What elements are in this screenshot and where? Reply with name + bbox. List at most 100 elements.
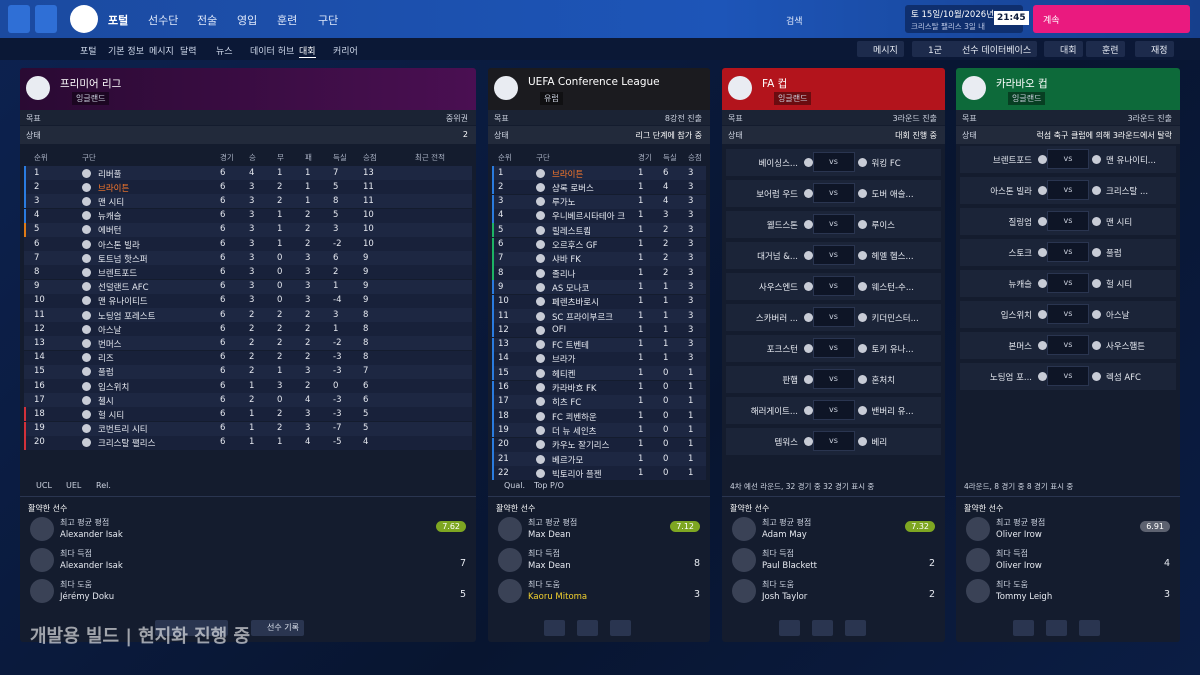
table-cell: 8: [363, 309, 369, 320]
vs-box[interactable]: vs: [812, 369, 855, 389]
panel-button[interactable]: [155, 620, 195, 636]
nav-item[interactable]: 영입: [237, 14, 258, 27]
player-name[interactable]: Josh Taylor: [762, 592, 808, 602]
team-crest: [1092, 341, 1101, 350]
subnav-button[interactable]: 훈련: [1086, 41, 1125, 57]
vs-box[interactable]: vs: [812, 214, 855, 234]
subnav-button[interactable]: 재정: [1135, 41, 1174, 57]
subnav-button[interactable]: 선수 데이터베이스: [946, 41, 1038, 57]
nav-item[interactable]: 전술: [197, 14, 218, 27]
vs-box[interactable]: vs: [1047, 180, 1089, 200]
vs-box[interactable]: vs: [1047, 366, 1089, 386]
player-name[interactable]: Alexander Isak: [60, 561, 123, 571]
goal-label: 목표: [26, 114, 41, 123]
goal-row: [20, 110, 476, 125]
continue[interactable]: 계속: [1043, 16, 1060, 26]
column-header: 순위: [34, 153, 48, 162]
team-crest: [82, 225, 91, 235]
away-team: 아스날: [1106, 311, 1130, 321]
vs-box[interactable]: vs: [812, 338, 855, 358]
away-team: 크리스탈 ...: [1106, 187, 1149, 197]
table-row: [492, 208, 706, 223]
panel-button[interactable]: [1079, 620, 1100, 636]
back-button[interactable]: [8, 5, 30, 33]
vs-box[interactable]: vs: [1047, 335, 1089, 355]
table-row: [492, 223, 706, 238]
team-crest: [803, 282, 813, 291]
panel-button[interactable]: [1046, 620, 1067, 636]
player-name[interactable]: Kaoru Mitoma: [528, 592, 588, 602]
vs-box[interactable]: vs: [812, 431, 855, 451]
subnav-button[interactable]: 1군: [912, 41, 949, 57]
player-name[interactable]: Alexander Isak: [60, 530, 123, 540]
stat-label: 최고 평균 평점: [996, 518, 1046, 527]
table-cell: 2: [277, 337, 283, 348]
vs-box[interactable]: vs: [1047, 149, 1089, 169]
vs-box[interactable]: vs: [812, 276, 855, 296]
panel-button[interactable]: [188, 620, 228, 636]
team-crest: [82, 253, 91, 263]
subnav-button[interactable]: 대회: [1044, 41, 1083, 57]
forward-button[interactable]: [35, 5, 57, 33]
team-crest: [536, 325, 545, 335]
panel-button[interactable]: [577, 620, 598, 636]
nav-item[interactable]: 선수단: [148, 14, 179, 27]
subnav-item[interactable]: 대회: [299, 44, 316, 58]
table-cell: 1: [277, 238, 283, 249]
subnav-item[interactable]: 포털: [80, 47, 97, 57]
panel-button[interactable]: [544, 620, 565, 636]
player-name[interactable]: Oliver Irow: [996, 561, 1042, 571]
vs-box[interactable]: vs: [1047, 304, 1089, 324]
vs-box[interactable]: vs: [1047, 211, 1089, 231]
subnav-item[interactable]: 커리어: [333, 47, 358, 57]
subnav-item[interactable]: 달력: [180, 47, 197, 57]
competition-title: 카라바오 컵: [996, 78, 1048, 90]
player-name[interactable]: Oliver Irow: [996, 530, 1042, 540]
table-cell: 7: [498, 253, 504, 264]
vs-box[interactable]: vs: [812, 152, 855, 172]
player-name[interactable]: Max Dean: [528, 561, 571, 571]
panel-button[interactable]: [844, 620, 866, 636]
vs-box[interactable]: vs: [1047, 273, 1089, 293]
player-name[interactable]: Paul Blackett: [762, 561, 817, 571]
player-name[interactable]: Adam May: [762, 530, 807, 540]
panel-button[interactable]: [778, 620, 800, 636]
search[interactable]: 검색: [786, 17, 803, 27]
vs-box[interactable]: vs: [1047, 242, 1089, 262]
panel-button[interactable]: [1013, 620, 1034, 636]
vs-box[interactable]: vs: [812, 183, 855, 203]
panel-button[interactable]: [610, 620, 631, 636]
table-cell: 15: [34, 366, 45, 377]
panel-button[interactable]: 선수 기록: [251, 620, 304, 636]
table-cell: 6: [663, 167, 669, 178]
table-cell: 6: [220, 380, 226, 391]
team-name: 노팅엄 포레스트: [98, 311, 156, 322]
nav-item[interactable]: 훈련: [277, 14, 298, 27]
vs-box[interactable]: vs: [812, 307, 855, 327]
player-name[interactable]: Jérémy Doku: [60, 592, 115, 602]
table-cell: 3: [249, 195, 255, 206]
table-cell: 20: [498, 439, 509, 450]
country: 잉글랜드: [774, 92, 812, 105]
player-name[interactable]: Max Dean: [528, 530, 571, 540]
subnav-item[interactable]: 기본 정보: [108, 47, 144, 57]
nav-item[interactable]: 구단: [318, 14, 339, 27]
table-cell: 2: [277, 352, 283, 363]
vs-box[interactable]: vs: [812, 400, 855, 420]
vs-box[interactable]: vs: [812, 245, 855, 265]
table-cell: 11: [34, 309, 45, 320]
continue-button[interactable]: [1033, 5, 1190, 33]
subnav-item[interactable]: 뉴스: [216, 47, 233, 57]
player-name[interactable]: Tommy Leigh: [996, 592, 1053, 602]
nav-item[interactable]: 포털: [108, 14, 129, 27]
table-cell: 15: [498, 367, 509, 378]
team-crest: [1038, 310, 1047, 319]
subnav-item[interactable]: 메시지: [149, 47, 174, 57]
subnav-button[interactable]: 메시지: [857, 41, 904, 57]
table-cell: 3: [688, 210, 694, 221]
panel-button[interactable]: [811, 620, 833, 636]
subnav-item[interactable]: 데이터 허브: [250, 47, 295, 57]
competition-panel: FA 컵 잉글랜드 목표 3라운드 진출 상태 대회 진행 중 베이싱스... vs 워킹 FC…: [722, 68, 945, 642]
table-cell: 1: [638, 453, 644, 464]
table-cell: 0: [663, 439, 669, 450]
